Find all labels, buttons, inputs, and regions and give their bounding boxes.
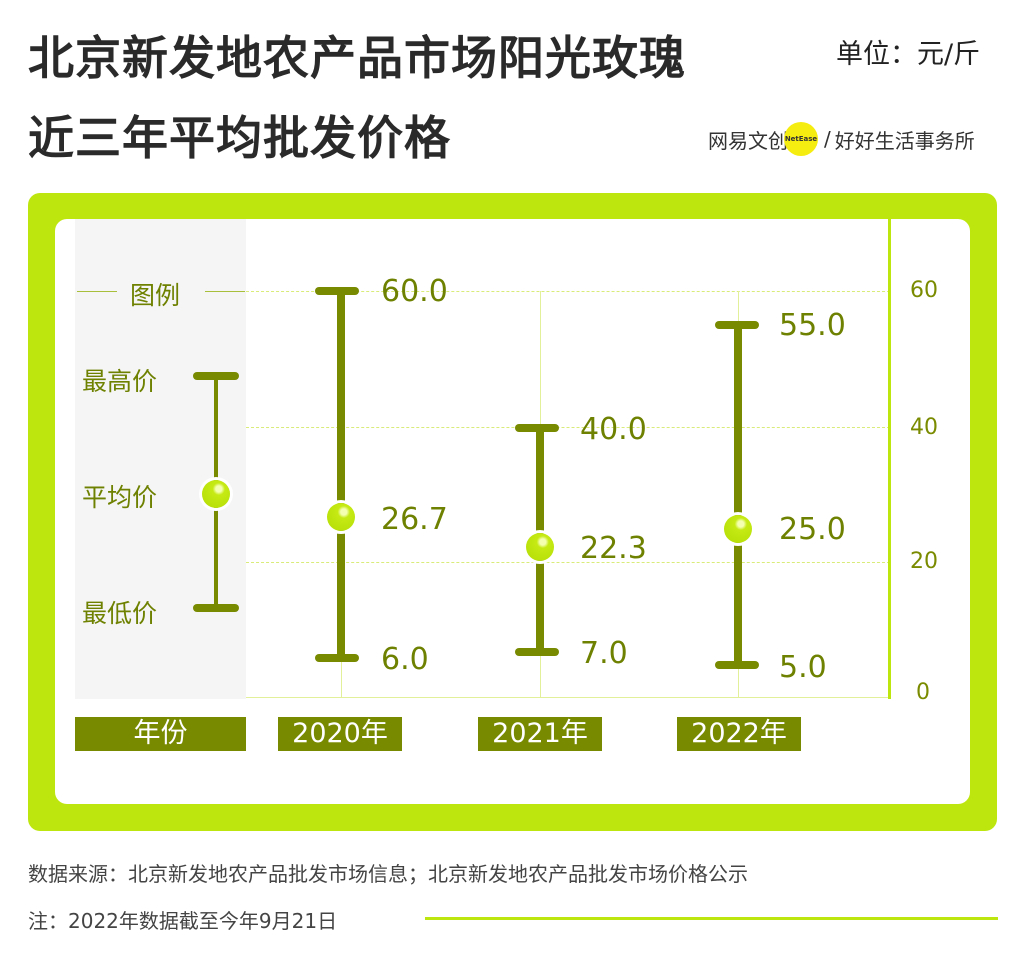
legend-avg-marker (202, 480, 230, 508)
min-value-2021: 7.0 (580, 636, 628, 671)
max-value-2021: 40.0 (580, 412, 647, 447)
legend-min-label: 最低价 (82, 599, 158, 628)
gridline-60 (246, 291, 890, 292)
avg-value-2022: 25.0 (779, 512, 846, 547)
max-value-2020: 60.0 (381, 274, 448, 309)
legend-avg-label: 平均价 (82, 483, 158, 512)
y-tick-20: 20 (910, 549, 938, 574)
x-label-2021: 2021年 (478, 717, 602, 751)
brand-logo: 网易文创 NetEase / 好好生活事务所 (708, 122, 975, 156)
footnote-rule (425, 917, 998, 920)
gridline-20 (246, 562, 890, 563)
max-cap-2021 (515, 424, 559, 432)
legend-max-label: 最高价 (82, 367, 158, 396)
min-value-2022: 5.0 (779, 650, 827, 685)
x-axis-baseline (246, 697, 890, 698)
chart-title-line1: 北京新发地农产品市场阳光玫瑰 (28, 31, 686, 85)
avg-marker-2020 (327, 503, 355, 531)
brand-right-text: 好好生活事务所 (834, 128, 975, 153)
y-tick-0: 0 (916, 680, 930, 705)
y-tick-40: 40 (910, 415, 938, 440)
x-label-2022: 2022年 (677, 717, 801, 751)
avg-value-2021: 22.3 (580, 531, 647, 566)
brand-separator: / (824, 127, 831, 151)
unit-label: 单位：元/斤 (836, 39, 981, 70)
x-label-2020: 2020年 (278, 717, 402, 751)
min-cap-2020 (315, 654, 359, 662)
legend-category-label: 年份 (75, 717, 246, 751)
avg-marker-2022 (724, 515, 752, 543)
range-bar-2022 (734, 325, 742, 665)
legend-title-rule-right (205, 291, 245, 292)
footnote: 注：2022年数据截至今年9月21日 (28, 909, 338, 933)
y-tick-60: 60 (910, 278, 938, 303)
legend-title-rule-left (77, 291, 117, 292)
legend-title: 图例 (130, 281, 181, 310)
legend-min-cap (193, 604, 239, 612)
gridline-40 (246, 427, 890, 428)
y-axis-line (888, 219, 891, 699)
range-bar-2020 (337, 291, 345, 658)
avg-value-2020: 26.7 (381, 502, 448, 537)
min-value-2020: 6.0 (381, 642, 429, 677)
chart-title-line2: 近三年平均批发价格 (28, 111, 451, 165)
avg-marker-2021 (526, 533, 554, 561)
data-source: 数据来源：北京新发地农产品批发市场信息；北京新发地农产品批发市场价格公示 (28, 862, 748, 886)
min-cap-2022 (715, 661, 759, 669)
netease-badge-icon: NetEase (784, 122, 818, 156)
brand-left-text: 网易文创 (708, 128, 788, 153)
legend-max-cap (193, 372, 239, 380)
max-cap-2020 (315, 287, 359, 295)
min-cap-2021 (515, 648, 559, 656)
max-cap-2022 (715, 321, 759, 329)
max-value-2022: 55.0 (779, 308, 846, 343)
